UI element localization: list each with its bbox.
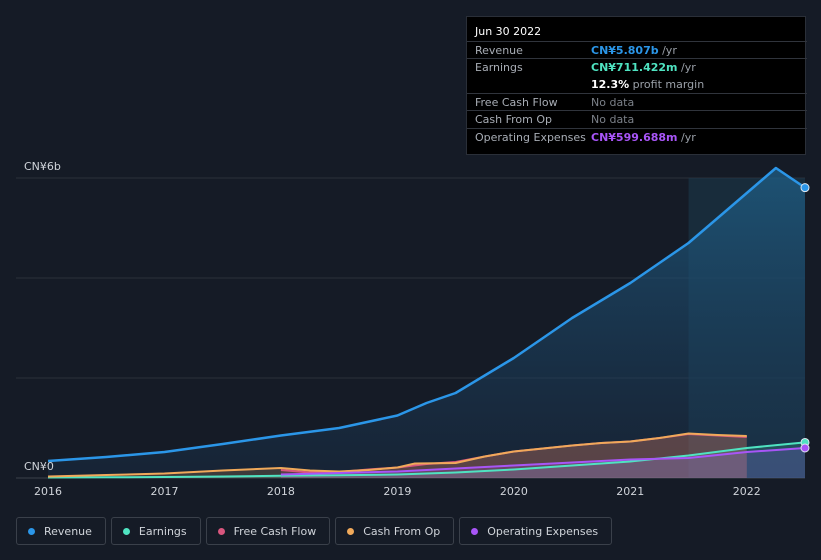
- tooltip-label: Free Cash Flow: [475, 95, 558, 109]
- tooltip-row: Operating Expenses CN¥599.688m /yr: [467, 127, 807, 146]
- tooltip-value: CN¥5.807b /yr: [591, 44, 677, 57]
- tooltip-row: Earnings CN¥711.422m /yr: [467, 58, 807, 76]
- legend-dot-icon: [217, 527, 225, 535]
- legend-item-free-cash-flow[interactable]: Free Cash Flow: [205, 517, 331, 545]
- operating-expenses-line: [280, 447, 806, 476]
- x-tick-label: 2016: [34, 485, 62, 498]
- legend-dot-icon: [471, 527, 479, 535]
- earnings-area: [48, 442, 805, 478]
- tooltip-value: CN¥599.688m /yr: [591, 130, 696, 144]
- tooltip-label: Cash From Op: [475, 113, 553, 127]
- legend: Revenue Earnings Free Cash Flow Cash From O…: [16, 517, 613, 547]
- cash-from-op-line: [47, 432, 747, 478]
- x-tick-label: 2018: [267, 485, 295, 498]
- tooltip-label: Earnings: [475, 61, 523, 75]
- free-cash-flow-area: [280, 434, 747, 478]
- y-axis-bottom-label: CN¥0: [24, 460, 54, 473]
- tooltip: Jun 30 2022 Revenue CN¥5.807b /yr Earnings…: [466, 16, 807, 155]
- tooltip-label: Operating Expenses: [475, 130, 586, 144]
- revenue-end-marker: [800, 183, 810, 193]
- legend-label: Earnings: [138, 524, 187, 538]
- tooltip-value: No data: [591, 113, 635, 127]
- tooltip-value: CN¥711.422m /yr: [591, 61, 696, 75]
- tooltip-label: Revenue: [475, 44, 523, 57]
- legend-label: Cash From Op: [363, 524, 441, 538]
- legend-item-operating-expenses[interactable]: Operating Expenses: [459, 517, 613, 545]
- tooltip-date: Jun 30 2022: [475, 25, 542, 38]
- chart-areas: [48, 168, 805, 478]
- chart-markers: [800, 183, 810, 453]
- y-axis-top-label: CN¥6b: [24, 160, 61, 173]
- legend-dot-icon: [122, 527, 130, 535]
- operating-expenses-area: [280, 448, 805, 478]
- legend-dot-icon: [28, 527, 35, 535]
- chart-lines: [47, 166, 806, 479]
- cash-from-op-area: [48, 433, 747, 478]
- x-tick-label: 2017: [150, 485, 178, 498]
- revenue-area: [48, 168, 805, 478]
- operating-expenses-end-marker: [800, 443, 810, 453]
- legend-item-revenue[interactable]: Revenue: [16, 517, 106, 545]
- x-tick-label: 2021: [616, 485, 644, 498]
- revenue-line: [47, 166, 806, 463]
- x-tick-label: 2020: [500, 485, 528, 498]
- legend-label: Free Cash Flow: [233, 524, 317, 538]
- legend-label: Operating Expenses: [487, 524, 599, 538]
- earnings-line: [47, 441, 806, 479]
- legend-dot-icon: [347, 527, 355, 535]
- tooltip-value: 12.3% profit margin: [591, 77, 705, 91]
- legend-item-earnings[interactable]: Earnings: [110, 517, 201, 545]
- tooltip-value: No data: [591, 95, 635, 109]
- tooltip-row: 12.3% profit margin: [467, 76, 807, 93]
- x-axis: 2016 2017 2018 2019 2020 2021 2022: [34, 485, 761, 498]
- legend-item-cash-from-op[interactable]: Cash From Op: [335, 517, 455, 545]
- legend-label: Revenue: [44, 524, 92, 538]
- tooltip-row: Free Cash Flow No data: [467, 92, 807, 111]
- tooltip-row: Cash From Op No data: [467, 110, 807, 128]
- tooltip-row: Revenue CN¥5.807b /yr: [467, 41, 807, 59]
- x-tick-label: 2022: [733, 485, 761, 498]
- x-tick-label: 2019: [383, 485, 411, 498]
